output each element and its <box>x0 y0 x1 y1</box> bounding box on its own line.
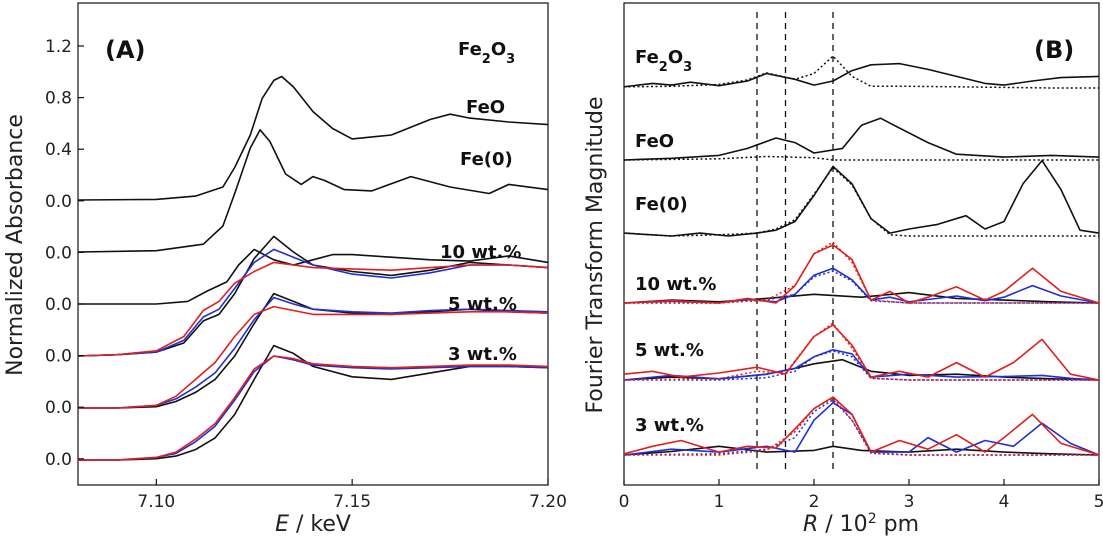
panel-b-fit-line <box>623 55 1099 89</box>
panel-a: 7.10 7.15 7.20 1.2 0.8 0.4 0.0 0.0 0.0 0.0 0.0 0.0… <box>3 2 567 537</box>
panel-a-series-line <box>77 235 549 357</box>
panel-b-label-10wt: 10 wt.% <box>635 274 716 295</box>
panel-b-x-tick-label: 2 <box>809 492 820 512</box>
panel-b-x-tick-label: 3 <box>904 492 915 512</box>
panel-a-x-tick-label: 7.20 <box>529 492 567 512</box>
panel-a-series-line <box>78 355 549 461</box>
panel-b-fit-line <box>623 166 1099 237</box>
panel-a-x-tick-label: 7.10 <box>137 492 175 512</box>
panel-a-label-fe0: Fe(0) <box>460 149 513 170</box>
panel-b-reference-lines <box>756 12 834 470</box>
panel-b-label: (B) <box>1034 36 1074 64</box>
panel-b-x-ticks: 0 1 2 3 4 5 <box>619 479 1103 512</box>
panel-a-label-fe2o3: Fe2O3 <box>458 39 515 67</box>
panel-a-series-line <box>77 248 549 357</box>
panel-b-x-axis-title: R / 102 pm <box>803 511 919 537</box>
panel-a-label: (A) <box>105 36 146 64</box>
panel-a-label-feo: FeO <box>466 97 505 118</box>
panel-b-fit-line <box>624 350 1099 381</box>
panel-b-fit-line <box>624 397 1099 456</box>
panel-a-x-tick-label: 7.15 <box>333 492 371 512</box>
panel-b-x-tick-label: 5 <box>1094 492 1103 512</box>
panel-b-series-line <box>623 324 1100 381</box>
panel-b-label-fe2o3: Fe2O3 <box>635 47 692 75</box>
panel-b-label-5wt: 5 wt.% <box>635 340 704 361</box>
panel-b-frame <box>623 2 1100 486</box>
panel-b-fit-line <box>623 399 1099 456</box>
panel-b-series-line <box>623 348 1100 381</box>
panel-a-label-10wt: 10 wt.% <box>440 242 521 263</box>
panel-b-series-line <box>623 62 1100 88</box>
panel-a-series-line <box>78 344 549 461</box>
panel-b-series-line <box>623 445 1100 456</box>
panel-a-y-axis-title: Normalized Absorbance <box>3 114 28 376</box>
panel-b-x-tick-label: 0 <box>619 492 630 512</box>
panel-b-label-fe0: Fe(0) <box>635 194 688 215</box>
panel-a-y-ticks: 1.2 0.8 0.4 0.0 0.0 0.0 0.0 0.0 0.0 <box>45 37 84 470</box>
panel-a-x-ticks: 7.10 7.15 7.20 <box>137 479 567 512</box>
panel-a-series-line <box>78 355 549 461</box>
panel-b-series-line <box>623 159 1100 237</box>
panel-b: 0 1 2 3 4 5 (B) Fe2O3 FeO Fe(0) 10 wt.% 5 wt.… <box>583 2 1103 537</box>
panel-a-y-tick-label: 1.2 <box>45 37 72 57</box>
panel-b-series-line <box>623 396 1100 456</box>
panel-b-series-line <box>623 291 1100 304</box>
panel-a-y-tick-label: 0.0 <box>45 450 72 470</box>
panel-a-y-tick-label: 0.0 <box>45 347 72 367</box>
panel-b-series-line <box>623 117 1100 161</box>
panel-b-y-axis-title: Fourier Transform Magnitude <box>583 97 608 414</box>
panel-a-label-3wt: 3 wt.% <box>448 344 517 365</box>
panel-a-series-line <box>77 261 549 357</box>
panel-a-x-axis-title: E / keV <box>275 512 351 537</box>
panel-a-y-tick-label: 0.0 <box>45 398 72 418</box>
panel-b-fit-line <box>624 241 1099 304</box>
panel-a-series-line <box>78 296 549 409</box>
panel-a-series-line <box>78 292 549 409</box>
panel-b-x-tick-label: 4 <box>999 492 1010 512</box>
panel-a-y-tick-label: 0.8 <box>45 89 72 109</box>
panel-a-label-5wt: 5 wt.% <box>448 294 517 315</box>
panel-a-y-tick-label: 0.4 <box>45 140 72 160</box>
panel-a-series-line <box>77 129 549 253</box>
panel-a-frame <box>77 2 549 486</box>
panel-b-label-3wt: 3 wt.% <box>635 415 704 436</box>
panel-a-y-tick-label: 0.0 <box>45 295 72 315</box>
panel-a-series-line <box>77 75 549 201</box>
panel-b-label-feo: FeO <box>635 131 674 152</box>
panel-a-y-tick-label: 0.0 <box>45 192 72 212</box>
panel-b-series-line <box>623 244 1100 304</box>
panel-a-y-tick-label: 0.0 <box>45 243 72 263</box>
panel-a-series-line <box>78 305 549 409</box>
panel-a-curves <box>77 75 549 461</box>
panel-b-curves <box>623 55 1100 456</box>
panel-b-x-tick-label: 1 <box>714 492 725 512</box>
